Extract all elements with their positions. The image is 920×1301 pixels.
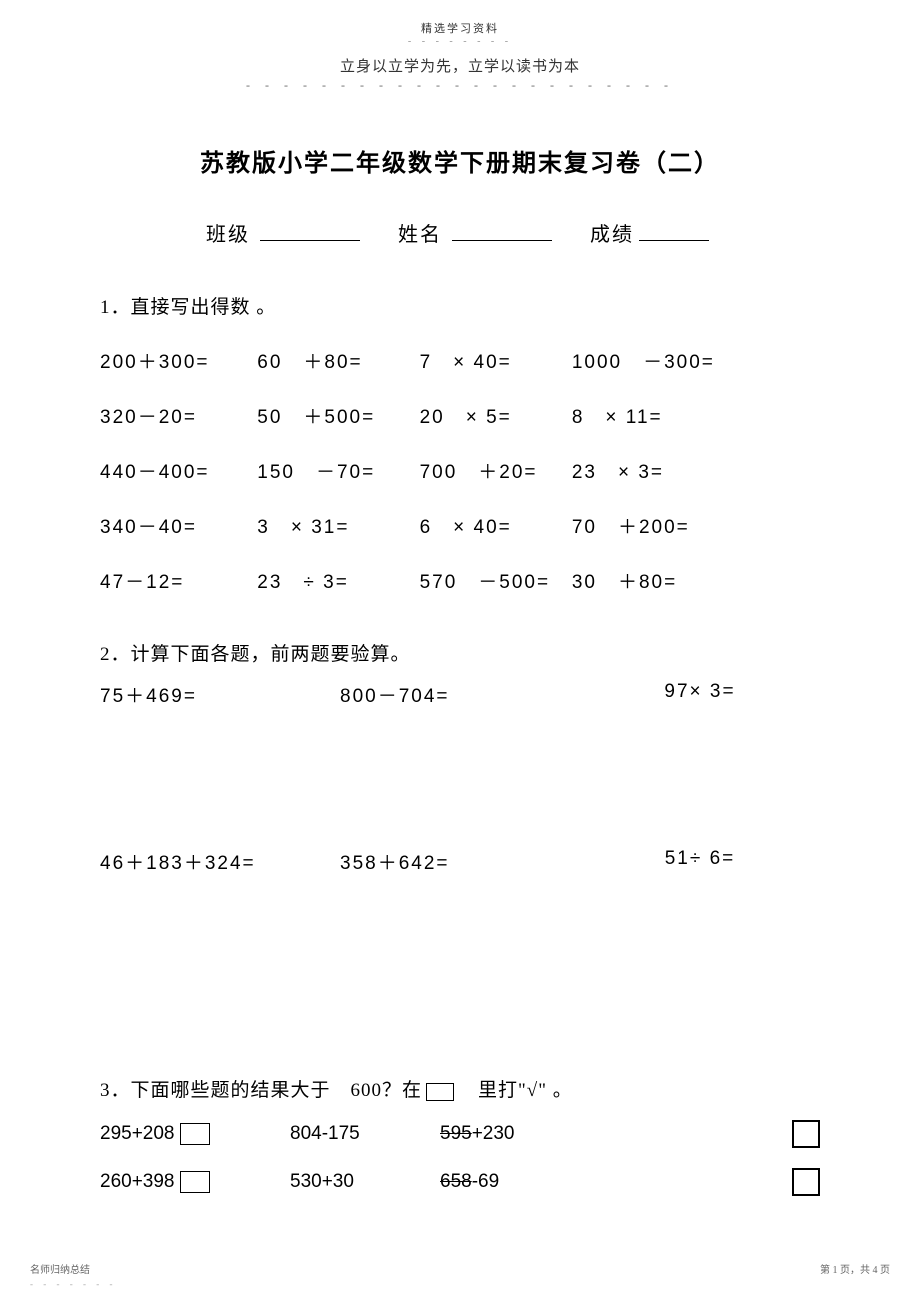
name-label: 姓名 [398,224,442,246]
math-expr: 260+398 [100,1171,175,1192]
q2-header: 2．计算下面各题，前两题要验算。 [100,639,820,666]
q3-item: 530+30 [290,1171,440,1193]
math-cell: 75＋469= [100,681,340,708]
class-blank[interactable] [260,240,360,241]
math-expr: 295+208 [100,1123,175,1144]
q3-row: 260+398 530+30 658-69 [100,1168,820,1196]
math-cell: 800－704= [340,681,580,708]
math-cell: 570 －500= [420,567,565,594]
math-cell: 50 ＋500= [257,402,412,429]
work-space [100,875,820,1075]
q3-item: 804-175 [290,1123,440,1145]
math-cell: 23 ÷ 3= [257,567,412,594]
math-cell: 46＋183＋324= [100,848,340,875]
q3-item: 595+230 [440,1123,792,1145]
q3-row: 295+208 804-175 595+230 [100,1120,820,1148]
math-cell: 20 × 5= [420,402,565,429]
math-cell: 200＋300= [100,347,250,374]
math-cell: 60 ＋80= [257,347,412,374]
work-space [100,708,820,848]
math-cell: 440－400= [100,457,250,484]
math-cell: 8 × 11= [572,402,663,429]
math-cell: 51÷ 6= [580,848,820,875]
math-cell: 358＋642= [340,848,580,875]
q1-row: 320－20= 50 ＋500= 20 × 5= 8 × 11= [100,402,820,429]
q3-item: 295+208 [100,1123,290,1145]
header-small-text: 精选学习资料 [100,20,820,36]
math-expr-strike: 658 [440,1171,472,1192]
math-cell: 70 ＋200= [572,512,690,539]
math-expr: -69 [472,1171,499,1192]
q1-row: 440－400= 150 －70= 700 ＋20= 23 × 3= [100,457,820,484]
math-cell: 7 × 40= [420,347,565,374]
math-cell: 97× 3= [580,681,820,708]
q3-text-p2: 在 [402,1080,422,1101]
q3-text-p3: 里打"√" 。 [458,1080,573,1101]
q3-item: 260+398 [100,1171,290,1193]
q3-header: 3．下面哪些题的结果大于 600？在 里打"√" 。 [100,1075,820,1102]
math-cell: 6 × 40= [420,512,565,539]
checkbox[interactable] [180,1123,210,1145]
page-footer: 名师归纳总结 第 1 页，共 4 页 [30,1261,890,1276]
class-label: 班级 [206,224,250,246]
checkbox[interactable] [180,1171,210,1193]
header-underline: - - - - - - - - - - - - - - - - - - - - … [100,78,820,93]
math-cell: 30 ＋80= [572,567,677,594]
header-dashes: - - - - - - - - [100,36,820,47]
math-cell: 340－40= [100,512,250,539]
checkbox[interactable] [792,1168,820,1196]
math-cell: 150 －70= [257,457,412,484]
name-blank[interactable] [452,240,552,241]
footer-left: 名师归纳总结 [30,1261,90,1276]
q1-row: 47－12= 23 ÷ 3= 570 －500= 30 ＋80= [100,567,820,594]
header-motto: 立身以立学为先，立学以读书为本 [100,55,820,76]
q3-item: 658-69 [440,1171,792,1193]
math-cell: 47－12= [100,567,250,594]
q2-row2: 46＋183＋324= 358＋642= 51÷ 6= [100,848,820,875]
footer-right: 第 1 页，共 4 页 [820,1261,890,1276]
score-label: 成绩 [590,224,634,246]
student-info-row: 班级 姓名 成绩 [100,218,820,247]
math-expr-strike: 595 [440,1123,472,1144]
math-expr: +230 [472,1123,515,1144]
footer-dashes: - - - - - - - [30,1279,116,1289]
q1-row: 340－40= 3 × 31= 6 × 40= 70 ＋200= [100,512,820,539]
q1-row: 200＋300= 60 ＋80= 7 × 40= 1000 －300= [100,347,820,374]
checkbox-icon [426,1083,454,1101]
score-blank[interactable] [639,240,709,241]
math-cell: 23 × 3= [572,457,664,484]
page-title: 苏教版小学二年级数学下册期末复习卷（二） [100,143,820,178]
math-cell: 3 × 31= [257,512,412,539]
math-cell: 320－20= [100,402,250,429]
q3-text-p1: 3．下面哪些题的结果大于 600？ [100,1080,402,1101]
q2-row1: 75＋469= 800－704= 97× 3= [100,681,820,708]
checkbox[interactable] [792,1120,820,1148]
math-cell: 1000 －300= [572,347,715,374]
q1-header: 1．直接写出得数 。 [100,292,820,319]
math-cell: 700 ＋20= [420,457,565,484]
